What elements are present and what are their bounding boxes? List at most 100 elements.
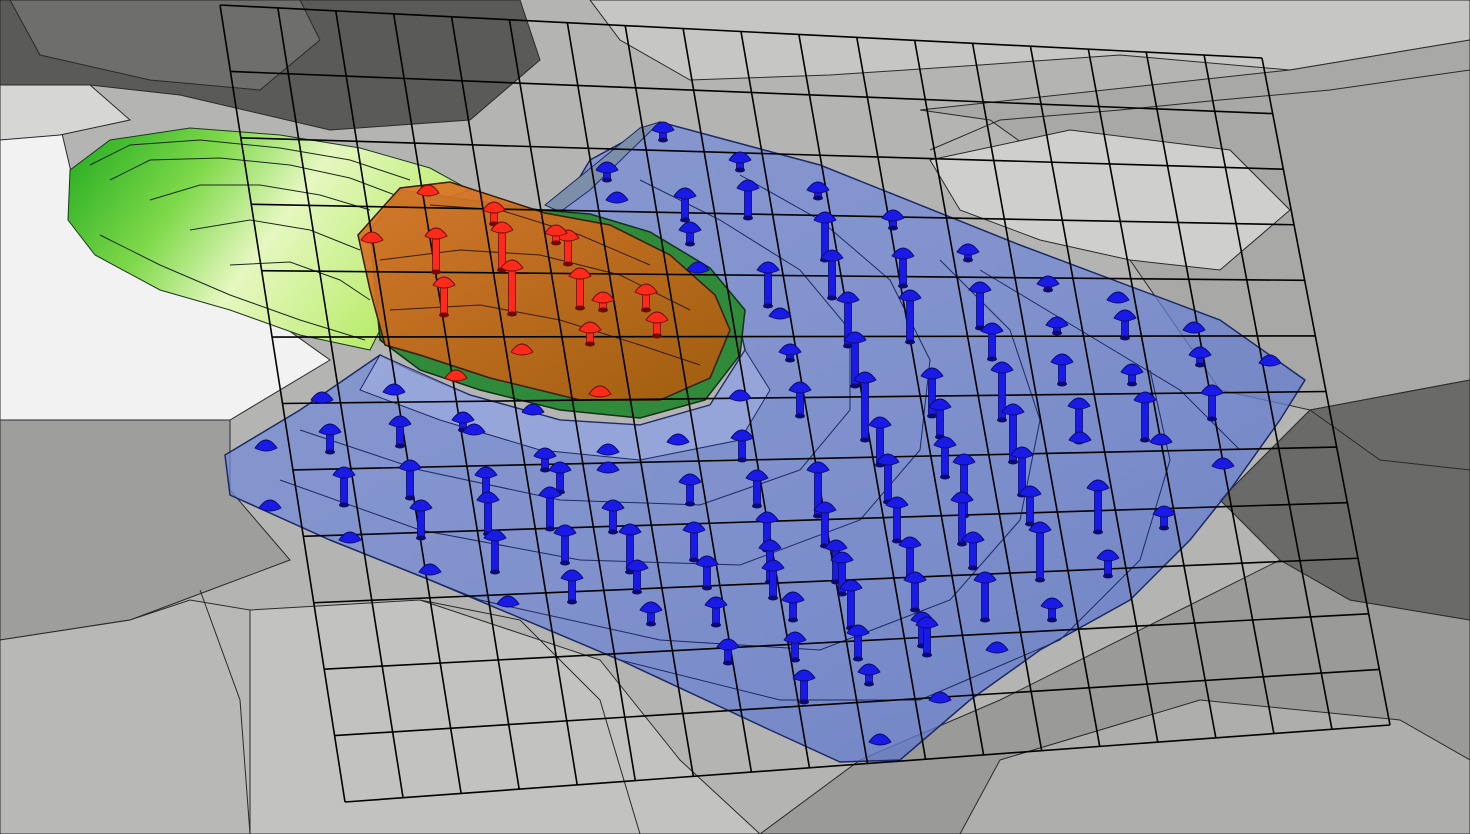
grid-row-line — [282, 390, 1327, 405]
red-pin-marker — [432, 276, 456, 318]
blue-pin-marker — [973, 571, 997, 623]
blue-pin-marker — [1120, 363, 1144, 387]
red-pin-marker — [490, 221, 514, 273]
red-pin-marker — [482, 201, 506, 227]
red-pin-marker — [360, 231, 384, 244]
grid-row-line — [292, 446, 1337, 471]
blue-pin-marker — [560, 569, 584, 605]
blue-pin-marker — [1028, 521, 1052, 583]
red-pin-marker — [510, 343, 534, 356]
blue-pin-marker — [1133, 391, 1157, 443]
mound-contour-6 — [99, 234, 366, 341]
red-pin-marker — [500, 259, 524, 317]
blue-pin-marker — [788, 381, 812, 419]
blue-pin-marker — [868, 733, 892, 746]
blue-pin-marker — [318, 423, 342, 455]
blue-pin-marker — [409, 499, 433, 541]
blue-pin-marker — [254, 439, 278, 452]
blue-pin-marker — [928, 691, 952, 704]
blue-pin-marker — [1152, 505, 1176, 531]
blue-pin-marker — [956, 243, 980, 263]
blue-pin-marker — [853, 371, 877, 443]
mound-contour-2 — [109, 157, 396, 196]
blue-pin-marker — [553, 524, 577, 566]
blue-pin-marker — [846, 624, 870, 662]
blue-pin-marker — [728, 389, 752, 402]
blue-pin-marker — [736, 179, 760, 221]
blue-pin-marker — [768, 307, 792, 320]
red-pin-marker — [591, 291, 615, 313]
blue-pin-marker — [1149, 433, 1173, 446]
blue-pin-marker — [382, 383, 406, 396]
blue-pin-marker — [1050, 353, 1074, 387]
blue-pin-marker — [1096, 549, 1120, 579]
blue-pin-marker — [761, 559, 785, 601]
mound-contour-3 — [149, 184, 371, 211]
blue-pin-marker — [462, 423, 486, 436]
blue-pin-marker — [745, 469, 769, 509]
blue-pin-marker — [625, 559, 649, 595]
grid-row-line — [251, 203, 1295, 226]
blue-pin-marker — [968, 281, 992, 331]
blue-pin-marker — [483, 529, 507, 575]
blue-pin-marker — [388, 415, 412, 449]
blue-pin-marker — [980, 322, 1004, 362]
blue-pin-marker — [836, 291, 860, 349]
green-mound — [67, 127, 472, 351]
terrain-middle-light — [929, 129, 1291, 271]
red-pin-marker — [544, 224, 568, 246]
blue-pin-marker — [891, 247, 915, 289]
blue-pin-marker — [1211, 457, 1235, 470]
blue-pin-marker — [1036, 275, 1060, 293]
blue-pin-marker — [824, 539, 848, 585]
blue-pin-marker — [651, 121, 675, 143]
blue-pin-marker — [496, 595, 520, 608]
terrain-bottom-right-light — [959, 699, 1470, 834]
wire-grid — [219, 4, 1391, 803]
blue-pin-marker — [843, 331, 867, 389]
grid-row-line — [334, 668, 1380, 737]
blue-pin-marker — [990, 361, 1014, 423]
blue-pin-marker — [915, 616, 939, 658]
blue-pin-group — [254, 121, 1282, 746]
blue-pin-marker — [1001, 403, 1025, 465]
basin-contour-1 — [299, 179, 851, 506]
blue-pin-marker — [985, 641, 1009, 654]
terrain-lower-left-light — [0, 599, 251, 834]
blue-pin-marker — [806, 461, 830, 519]
red-pin-marker — [424, 227, 448, 275]
blue-pin-marker — [950, 491, 974, 547]
red-pin-marker — [578, 321, 602, 347]
blue-pin-marker — [332, 466, 356, 508]
blue-pin-marker — [673, 187, 697, 223]
red-pin-group — [360, 184, 669, 398]
blue-pin-marker — [682, 521, 706, 563]
blue-pin-marker — [820, 249, 844, 301]
blue-pin-marker — [885, 496, 909, 544]
terrain-contour-3 — [199, 589, 251, 834]
blue-pin-marker — [1045, 316, 1069, 336]
red-pin-marker — [416, 184, 440, 197]
red-pin-marker — [588, 385, 612, 398]
mound-contour-4 — [189, 219, 361, 251]
grid-row-line — [240, 137, 1284, 170]
blue-pin-marker — [1113, 309, 1137, 341]
red-pin-marker — [645, 311, 669, 339]
wedge-contour-3 — [429, 204, 651, 266]
blue-pin-marker — [678, 221, 702, 247]
terrain-left-light — [0, 84, 132, 141]
blue-pin-marker — [783, 631, 807, 663]
blue-pin-marker — [933, 436, 957, 480]
blue-pin-marker — [806, 181, 830, 201]
terrain-contour-4 — [419, 599, 641, 834]
grid-row-line — [219, 4, 1263, 59]
blue-pin-marker — [596, 443, 620, 456]
blue-pin-marker — [533, 447, 557, 473]
blue-pin-marker — [857, 663, 881, 687]
blue-pin-marker — [704, 596, 728, 628]
blue-pin-marker — [538, 486, 562, 532]
red-pin-marker — [444, 369, 468, 382]
blue-pin-marker — [418, 563, 442, 576]
blue-pin-marker — [338, 531, 362, 544]
blue-pin-marker — [778, 343, 802, 363]
